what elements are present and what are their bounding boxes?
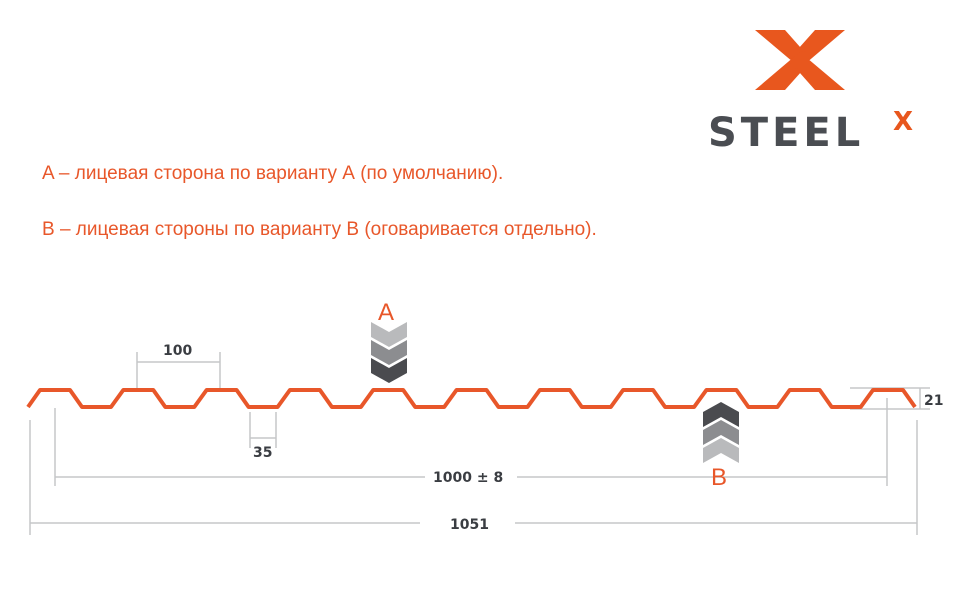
side-b-chevrons-icon bbox=[703, 402, 739, 463]
note-side-a: A – лицевая сторона по варианту А (по ум… bbox=[42, 163, 504, 184]
dimension-lines bbox=[29, 352, 930, 535]
side-a-chevrons-icon bbox=[371, 322, 407, 383]
logo-x-mark bbox=[755, 30, 845, 90]
height-dimension: 21 bbox=[924, 393, 943, 409]
logo-text: STEEL bbox=[708, 110, 864, 156]
useful-width-dimension: 1000 ± 8 bbox=[433, 470, 503, 486]
total-width-dimension: 1051 bbox=[450, 517, 489, 533]
side-b-label: B bbox=[711, 464, 727, 491]
side-a-label: A bbox=[378, 299, 394, 326]
note-side-b: B – лицевая стороны по варианту B (огова… bbox=[42, 219, 597, 240]
bottom-width-dimension: 35 bbox=[253, 445, 272, 461]
logo-superscript: X bbox=[893, 107, 913, 137]
pitch-dimension: 100 bbox=[163, 343, 192, 359]
profile-sheet bbox=[26, 388, 917, 409]
